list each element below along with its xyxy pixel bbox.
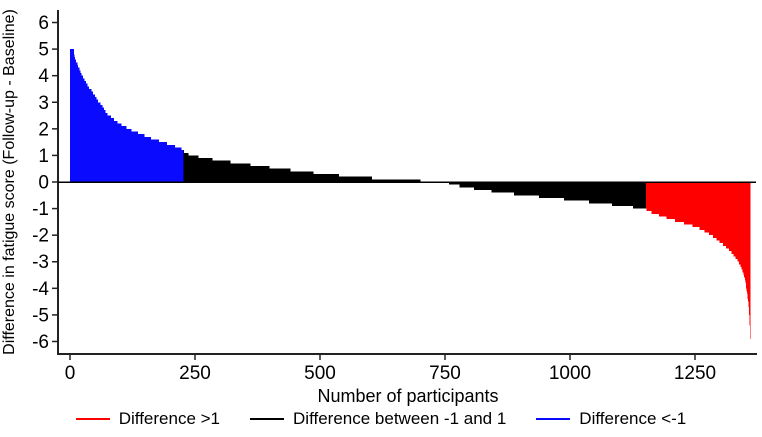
- bar-segment-difference-above-1: [70, 49, 184, 182]
- legend: Difference >1 Difference between -1 and …: [0, 409, 762, 429]
- legend-label: Difference between -1 and 1: [293, 409, 507, 428]
- y-axis-label: Difference in fatigue score (Follow-up -…: [1, 9, 18, 355]
- y-tick-label: 2: [38, 119, 49, 140]
- bars: [70, 49, 751, 339]
- axis-lines: [57, 10, 757, 355]
- black-line-icon: [250, 418, 285, 420]
- y-tick-label: 6: [38, 13, 49, 34]
- x-tick-group: 0 250 500 750 1000 1250: [65, 354, 716, 384]
- y-tick-group: 6 5 4 3 2 1 0 -1 -2 -3 -4 -5 -6: [32, 13, 58, 353]
- blue-line-icon: [536, 418, 571, 420]
- y-tick-label: 0: [38, 173, 49, 194]
- legend-label: Difference <-1: [579, 409, 687, 428]
- y-tick-label: -5: [32, 305, 49, 326]
- x-tick-label: 1250: [674, 363, 716, 384]
- x-tick-label: 500: [304, 363, 336, 384]
- bar-segment-difference-between: [183, 150, 646, 209]
- red-line-icon: [75, 418, 110, 420]
- legend-item-difference-gt1: Difference >1: [75, 409, 221, 429]
- y-tick-label: -1: [32, 199, 49, 220]
- y-tick-label: -6: [32, 332, 49, 353]
- y-tick-label: -3: [32, 252, 49, 273]
- x-tick-label: 250: [179, 363, 211, 384]
- x-axis-label: Number of participants: [317, 386, 498, 406]
- y-tick-label: 5: [38, 40, 49, 61]
- bar-segment-difference-below-minus1: [646, 182, 751, 339]
- y-tick-label: 4: [38, 66, 49, 87]
- x-tick-label: 750: [429, 363, 461, 384]
- legend-label: Difference >1: [118, 409, 221, 428]
- x-tick-label: 1000: [549, 363, 591, 384]
- y-tick-label: 1: [38, 146, 49, 167]
- plot-svg: 6 5 4 3 2 1 0 -1 -2 -3 -4 -5 -6 0 250 500 750 1000 1250 D…: [1, 9, 757, 406]
- y-tick-label: -2: [32, 226, 49, 247]
- y-tick-label: 3: [38, 93, 49, 114]
- axes: [57, 10, 757, 355]
- legend-item-difference-between: Difference between -1 and 1: [250, 409, 506, 429]
- y-tick-label: -4: [32, 279, 49, 300]
- legend-item-difference-lt-minus1: Difference <-1: [536, 409, 686, 429]
- x-tick-label: 0: [65, 363, 76, 384]
